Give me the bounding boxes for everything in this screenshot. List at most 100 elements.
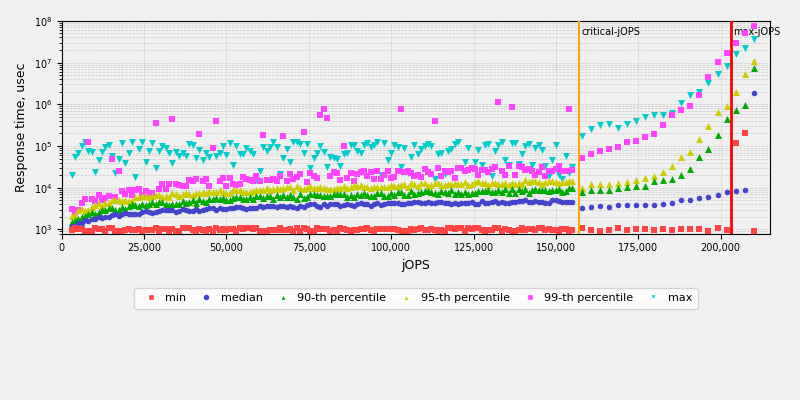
Point [594,187,606,194]
Point [361,184,374,190]
Point [190,200,202,206]
Point [452,165,465,172]
Point [173,182,186,188]
Point [170,201,182,208]
Point [176,225,189,231]
Point [422,183,434,190]
Point [179,207,192,213]
Point [301,225,314,232]
Point [657,122,670,128]
Point [203,183,216,190]
Point [469,179,482,185]
Point [200,150,213,156]
Point [69,154,82,160]
Point [702,146,715,153]
Point [539,172,552,179]
Point [220,190,233,196]
Point [402,192,414,198]
Point [502,163,515,169]
Point [243,176,256,183]
Point [398,201,410,208]
Point [738,186,751,193]
Point [86,204,98,210]
Point [495,138,508,145]
Point [314,226,326,232]
Point [257,187,270,193]
Point [267,186,280,192]
Point [243,194,256,200]
Point [310,150,323,156]
Point [711,70,724,77]
Point [553,198,566,204]
Point [99,200,112,206]
Point [512,180,525,186]
Point [156,226,169,233]
Point [492,98,505,105]
Point [657,169,670,175]
Point [116,204,129,210]
Point [553,180,566,186]
Point [455,225,468,232]
Point [693,195,706,201]
Point [240,145,253,152]
Point [338,151,350,158]
Point [612,125,625,131]
Point [136,193,149,199]
Point [422,169,434,175]
Point [381,192,394,199]
Point [536,187,549,193]
Point [498,157,511,163]
Point [469,225,482,232]
Point [210,188,222,195]
Point [576,189,589,195]
Point [318,149,330,156]
Point [394,189,407,196]
Point [257,228,270,234]
Point [374,184,387,190]
Point [220,182,233,189]
Point [431,228,444,234]
Point [237,204,250,211]
Point [438,168,451,174]
Point [639,201,652,208]
Point [361,173,374,180]
Text: critical-jOPS: critical-jOPS [582,27,641,37]
Point [498,226,511,233]
Point [512,198,525,205]
Point [738,70,751,77]
Point [532,179,545,185]
Point [176,198,189,204]
Point [150,192,162,198]
Point [297,150,310,156]
Point [612,202,625,208]
Point [562,106,575,112]
Point [519,227,532,233]
Point [738,45,751,52]
Point [374,190,387,196]
Point [196,178,209,184]
Point [173,153,186,159]
Point [146,226,158,233]
Point [136,139,149,145]
Point [290,204,303,211]
Point [193,196,206,202]
Point [418,200,431,206]
Point [621,178,634,185]
Point [585,151,598,157]
Point [539,162,552,169]
Point [210,153,222,159]
Point [566,166,578,173]
Point [173,201,186,207]
Point [711,132,724,138]
Point [280,204,293,210]
Point [146,209,158,216]
Point [250,193,263,199]
Point [274,225,286,232]
Point [99,144,112,150]
Point [445,180,458,187]
Point [341,185,354,191]
Point [246,226,259,232]
Point [585,126,598,132]
Point [153,148,166,154]
Point [307,201,320,208]
